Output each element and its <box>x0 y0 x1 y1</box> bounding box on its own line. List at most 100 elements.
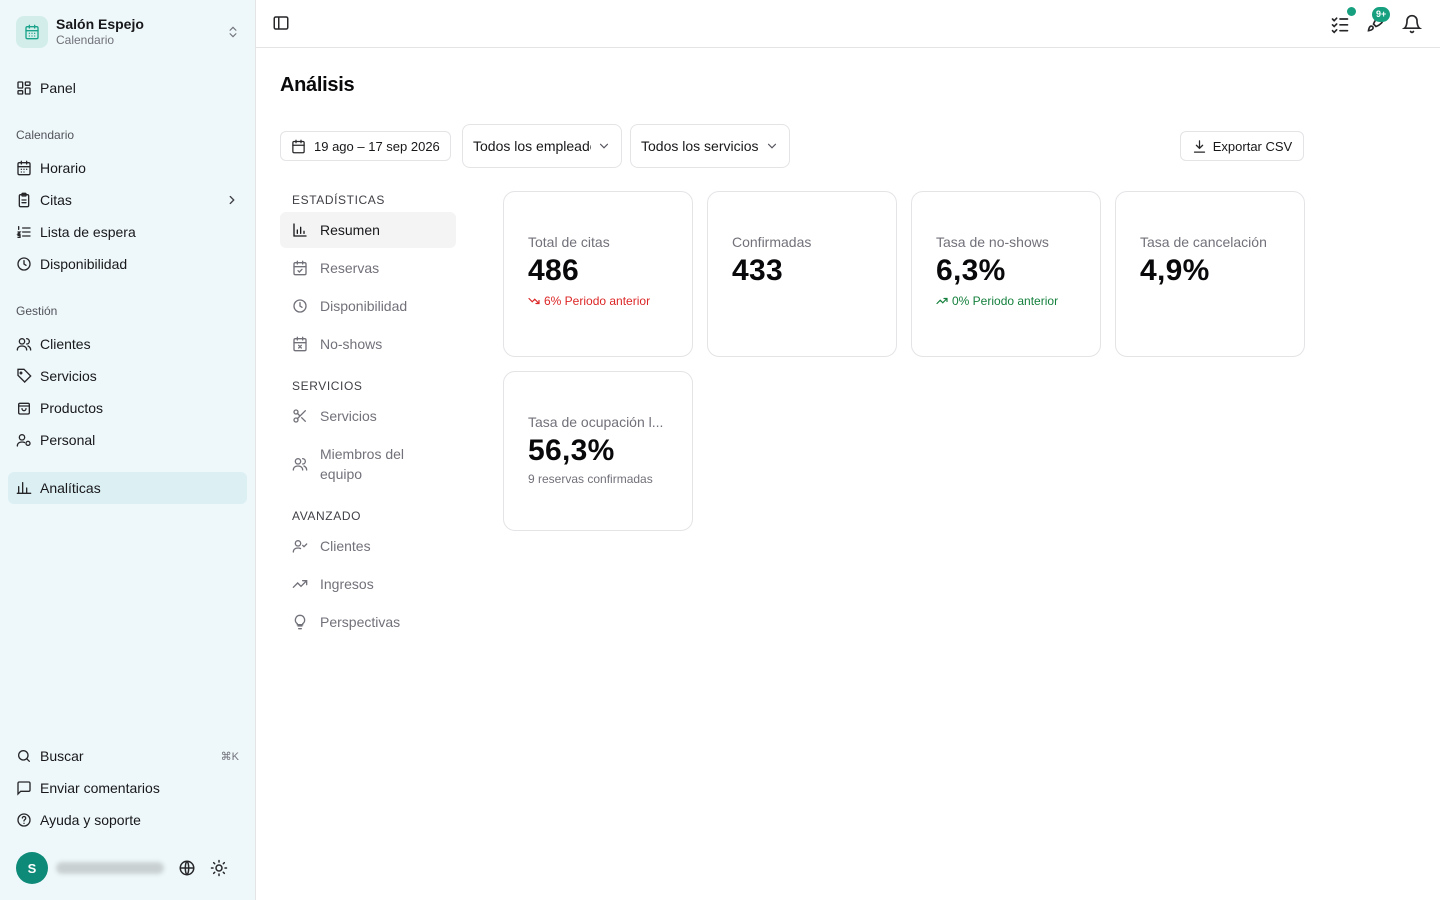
workspace-switcher[interactable]: Salón Espejo Calendario <box>8 8 248 56</box>
trending-down-icon <box>528 295 544 307</box>
calendar-x-icon <box>292 336 308 352</box>
sidebar-item-servicios[interactable]: Servicios <box>8 360 247 392</box>
chevron-down-icon <box>597 139 611 153</box>
calendar-icon <box>16 160 32 176</box>
subnav-group-advanced: AVANZADO <box>292 509 362 523</box>
employee-filter-select[interactable]: Todos los empleados <box>462 124 622 168</box>
sidebar-item-label: Panel <box>40 80 76 96</box>
top-bar: 9+ <box>256 0 1440 48</box>
tasks-status-dot <box>1347 7 1356 16</box>
sidebar-item-label: Buscar <box>40 748 84 764</box>
shopping-bag-icon <box>16 400 32 416</box>
subnav-item-label: Resumen <box>320 222 380 238</box>
stat-label: Tasa de ocupación l... <box>528 414 664 430</box>
sidebar-item-label: Servicios <box>40 368 97 384</box>
subnav-item-resumen[interactable]: Resumen <box>280 212 456 248</box>
service-filter-select[interactable]: Todos los servicios <box>630 124 790 168</box>
subnav-item-reservas[interactable]: Reservas <box>280 250 456 286</box>
sidebar-item-label: Horario <box>40 160 86 176</box>
subnav-item-label: Reservas <box>320 260 380 276</box>
sidebar-item-clientes[interactable]: Clientes <box>8 328 247 360</box>
subnav-item-perspectivas[interactable]: Perspectivas <box>280 604 456 640</box>
sidebar-item-disponibilidad[interactable]: Disponibilidad <box>8 248 247 280</box>
export-csv-button[interactable]: Exportar CSV <box>1180 131 1304 161</box>
subnav-item-label: Perspectivas <box>320 614 401 630</box>
clock-icon <box>16 256 32 272</box>
sidebar-item-comentarios[interactable]: Enviar comentarios <box>8 772 247 804</box>
stat-card-confirmadas: Confirmadas 433 <box>707 191 897 357</box>
bell-icon[interactable] <box>1402 14 1422 34</box>
stat-value: 486 <box>528 254 579 287</box>
user-menu[interactable]: S <box>16 852 240 884</box>
sidebar-item-label: Lista de espera <box>40 224 136 240</box>
subnav-item-ingresos[interactable]: Ingresos <box>280 566 456 602</box>
subnav-item-label: No-shows <box>320 336 383 352</box>
stat-trend: 6% Periodo anterior <box>528 294 668 308</box>
stat-label: Total de citas <box>528 234 610 250</box>
subnav-group-stats: ESTADÍSTICAS <box>292 193 385 207</box>
stat-trend-text: 6% Periodo anterior <box>544 294 651 308</box>
sidebar-item-citas[interactable]: Citas <box>8 184 247 216</box>
date-range-label: 19 ago – 17 sep 2026 <box>314 138 440 154</box>
search-icon <box>16 748 32 764</box>
bar-chart-icon <box>16 480 32 496</box>
stat-trend: 0% Periodo anterior <box>936 294 1076 308</box>
sidebar-item-label: Analíticas <box>40 480 101 496</box>
stat-trend-text: 0% Periodo anterior <box>952 294 1059 308</box>
export-csv-label: Exportar CSV <box>1212 138 1293 154</box>
sidebar-item-horario[interactable]: Horario <box>8 152 247 184</box>
chevron-right-icon <box>225 193 239 207</box>
help-circle-icon <box>16 812 32 828</box>
date-range-picker[interactable]: 19 ago – 17 sep 2026 <box>280 131 451 161</box>
chevrons-up-down-icon <box>226 25 240 39</box>
globe-icon[interactable] <box>178 859 196 877</box>
sidebar-item-lista-de-espera[interactable]: Lista de espera <box>8 216 247 248</box>
trending-up-icon <box>292 576 308 592</box>
download-icon <box>1192 139 1207 154</box>
sidebar-item-analiticas[interactable]: Analíticas <box>8 472 247 504</box>
stat-value: 6,3% <box>936 254 1006 287</box>
sidebar-item-productos[interactable]: Productos <box>8 392 247 424</box>
calendar-logo-icon <box>16 16 48 48</box>
chevron-down-icon <box>765 139 779 153</box>
sidebar-item-ayuda[interactable]: Ayuda y soporte <box>8 804 247 836</box>
sidebar-item-label: Productos <box>40 400 104 416</box>
sidebar: Salón Espejo Calendario Panel Calendario… <box>0 0 256 900</box>
subnav-item-clientes[interactable]: Clientes <box>280 528 456 564</box>
workspace-name: Salón Espejo <box>56 16 144 32</box>
stat-note: 9 reservas confirmadas <box>528 472 653 486</box>
sidebar-toggle-icon[interactable] <box>272 14 292 34</box>
stat-card-no-shows: Tasa de no-shows 6,3% 0% Periodo anterio… <box>911 191 1101 357</box>
list-ordered-icon <box>16 224 32 240</box>
avatar[interactable]: S <box>16 852 48 884</box>
sun-icon[interactable] <box>210 859 228 877</box>
tasks-checklist-icon[interactable] <box>1330 14 1350 34</box>
sidebar-item-personal[interactable]: Personal <box>8 424 247 456</box>
subnav-item-label: Disponibilidad <box>320 298 408 314</box>
stat-label: Tasa de no-shows <box>936 234 1049 250</box>
sidebar-item-label: Ayuda y soporte <box>40 812 141 828</box>
sidebar-item-panel[interactable]: Panel <box>8 72 247 104</box>
users-icon <box>16 336 32 352</box>
service-filter-value: Todos los servicios <box>641 138 759 154</box>
calendar-check-icon <box>292 260 308 276</box>
sidebar-item-label: Citas <box>40 192 72 208</box>
subnav-item-miembros-del-equipo[interactable]: Miembros del equipo <box>280 440 456 488</box>
subnav-item-servicios[interactable]: Servicios <box>280 398 456 434</box>
sidebar-item-buscar[interactable]: Buscar ⌘K <box>8 740 247 772</box>
employee-filter-value: Todos los empleados <box>473 138 591 154</box>
stat-label: Confirmadas <box>732 234 812 250</box>
sidebar-item-label: Clientes <box>40 336 91 352</box>
subnav-item-label: Clientes <box>320 538 371 554</box>
user-check-icon <box>292 538 308 554</box>
stat-label: Tasa de cancelación <box>1140 234 1267 250</box>
tag-icon <box>16 368 32 384</box>
sidebar-item-label: Personal <box>40 432 96 448</box>
stat-value: 433 <box>732 254 783 287</box>
subnav-item-label: Ingresos <box>320 576 374 592</box>
clock-icon <box>292 298 308 314</box>
search-shortcut: ⌘K <box>220 750 239 763</box>
subnav-item-disponibilidad[interactable]: Disponibilidad <box>280 288 456 324</box>
subnav-item-no-shows[interactable]: No-shows <box>280 326 456 362</box>
subnav-item-label: Miembros del equipo <box>320 446 405 482</box>
